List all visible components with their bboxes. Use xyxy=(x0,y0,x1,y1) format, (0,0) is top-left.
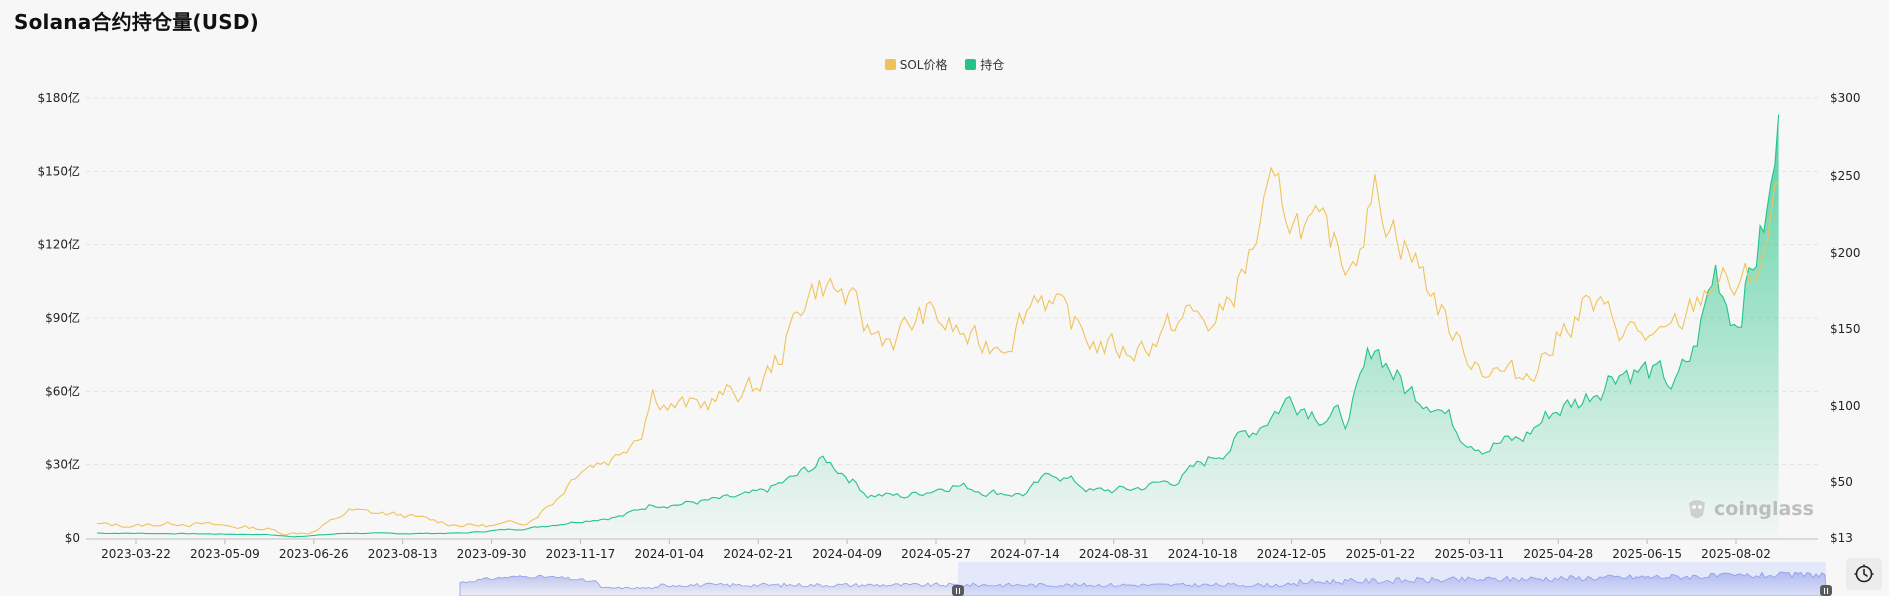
x-tick-label: 2023-11-17 xyxy=(546,547,616,561)
left-tick-label: $150亿 xyxy=(37,163,80,178)
x-tick-label: 2025-03-11 xyxy=(1434,547,1504,561)
series-price-line xyxy=(97,166,1779,536)
series-oi-line xyxy=(97,114,1780,538)
watermark: coinglass xyxy=(1686,497,1814,521)
series-layer xyxy=(97,114,1780,538)
coinglass-logo-icon xyxy=(1689,500,1705,518)
clock-settings-icon xyxy=(1854,564,1874,583)
x-tick-label: 2024-04-09 xyxy=(812,547,882,561)
x-tick-label: 2025-06-15 xyxy=(1612,547,1682,561)
navigator-handle-right[interactable] xyxy=(1820,585,1832,596)
legend-swatch-price xyxy=(884,59,896,70)
right-tick-label: $50 xyxy=(1830,475,1853,489)
series-oi-area xyxy=(97,114,1779,538)
grid-lines xyxy=(86,97,1818,466)
x-tick-label: 2025-08-02 xyxy=(1701,547,1771,561)
right-tick-label: $13 xyxy=(1830,531,1853,545)
right-y-axis: $13 $50 $100 $150 $200 $250 $300 xyxy=(1830,91,1861,545)
x-tick-label: 2023-03-22 xyxy=(101,547,171,561)
x-tick-label: 2024-07-14 xyxy=(990,547,1060,561)
left-tick-label: $120亿 xyxy=(37,237,80,252)
left-tick-label: $90亿 xyxy=(45,310,80,325)
settings-button[interactable] xyxy=(1846,558,1882,590)
x-tick-label: 2024-02-21 xyxy=(723,547,793,561)
x-tick-label: 2025-01-22 xyxy=(1346,547,1416,561)
x-axis: 2023-03-22 2023-05-09 2023-06-26 2023-08-13… xyxy=(86,538,1818,561)
legend-item-price[interactable]: SOL价格 xyxy=(884,56,948,73)
x-tick-label: 2023-05-09 xyxy=(190,547,260,561)
x-tick-label: 2024-05-27 xyxy=(901,547,971,561)
page-title: Solana合约持仓量(USD) xyxy=(14,10,259,34)
legend-label-price: SOL价格 xyxy=(899,58,948,72)
x-tick-label: 2023-09-30 xyxy=(457,547,527,561)
x-tick-label: 2024-08-31 xyxy=(1079,547,1149,561)
x-tick-label: 2024-01-04 xyxy=(634,547,704,561)
legend-item-oi[interactable]: 持仓 xyxy=(965,56,1004,73)
right-tick-label: $150 xyxy=(1830,322,1861,336)
navigator-handle-left[interactable] xyxy=(952,585,964,596)
right-tick-label: $200 xyxy=(1830,246,1861,260)
right-tick-label: $100 xyxy=(1830,399,1861,413)
legend-label-oi: 持仓 xyxy=(980,58,1005,72)
right-tick-label: $300 xyxy=(1830,91,1861,105)
chart-legend: SOL价格 持仓 xyxy=(0,56,1889,73)
legend-swatch-oi xyxy=(965,59,977,70)
x-tick-label: 2023-08-13 xyxy=(368,547,438,561)
navigator-series xyxy=(459,571,1827,596)
left-tick-label: $30亿 xyxy=(45,457,80,472)
left-tick-label: $180亿 xyxy=(37,90,80,105)
left-y-axis: $0 $30亿 $60亿 $90亿 $120亿 $150亿 $180亿 xyxy=(37,90,80,545)
x-tick-label: 2025-04-28 xyxy=(1523,547,1593,561)
x-tick-label: 2024-10-18 xyxy=(1168,547,1238,561)
range-navigator[interactable] xyxy=(459,562,1832,596)
x-tick-label: 2024-12-05 xyxy=(1257,547,1327,561)
x-tick-label: 2023-06-26 xyxy=(279,547,349,561)
watermark-text: coinglass xyxy=(1714,498,1814,520)
left-tick-label: $60亿 xyxy=(45,383,80,398)
right-tick-label: $250 xyxy=(1830,169,1861,183)
left-tick-label: $0 xyxy=(65,531,80,545)
